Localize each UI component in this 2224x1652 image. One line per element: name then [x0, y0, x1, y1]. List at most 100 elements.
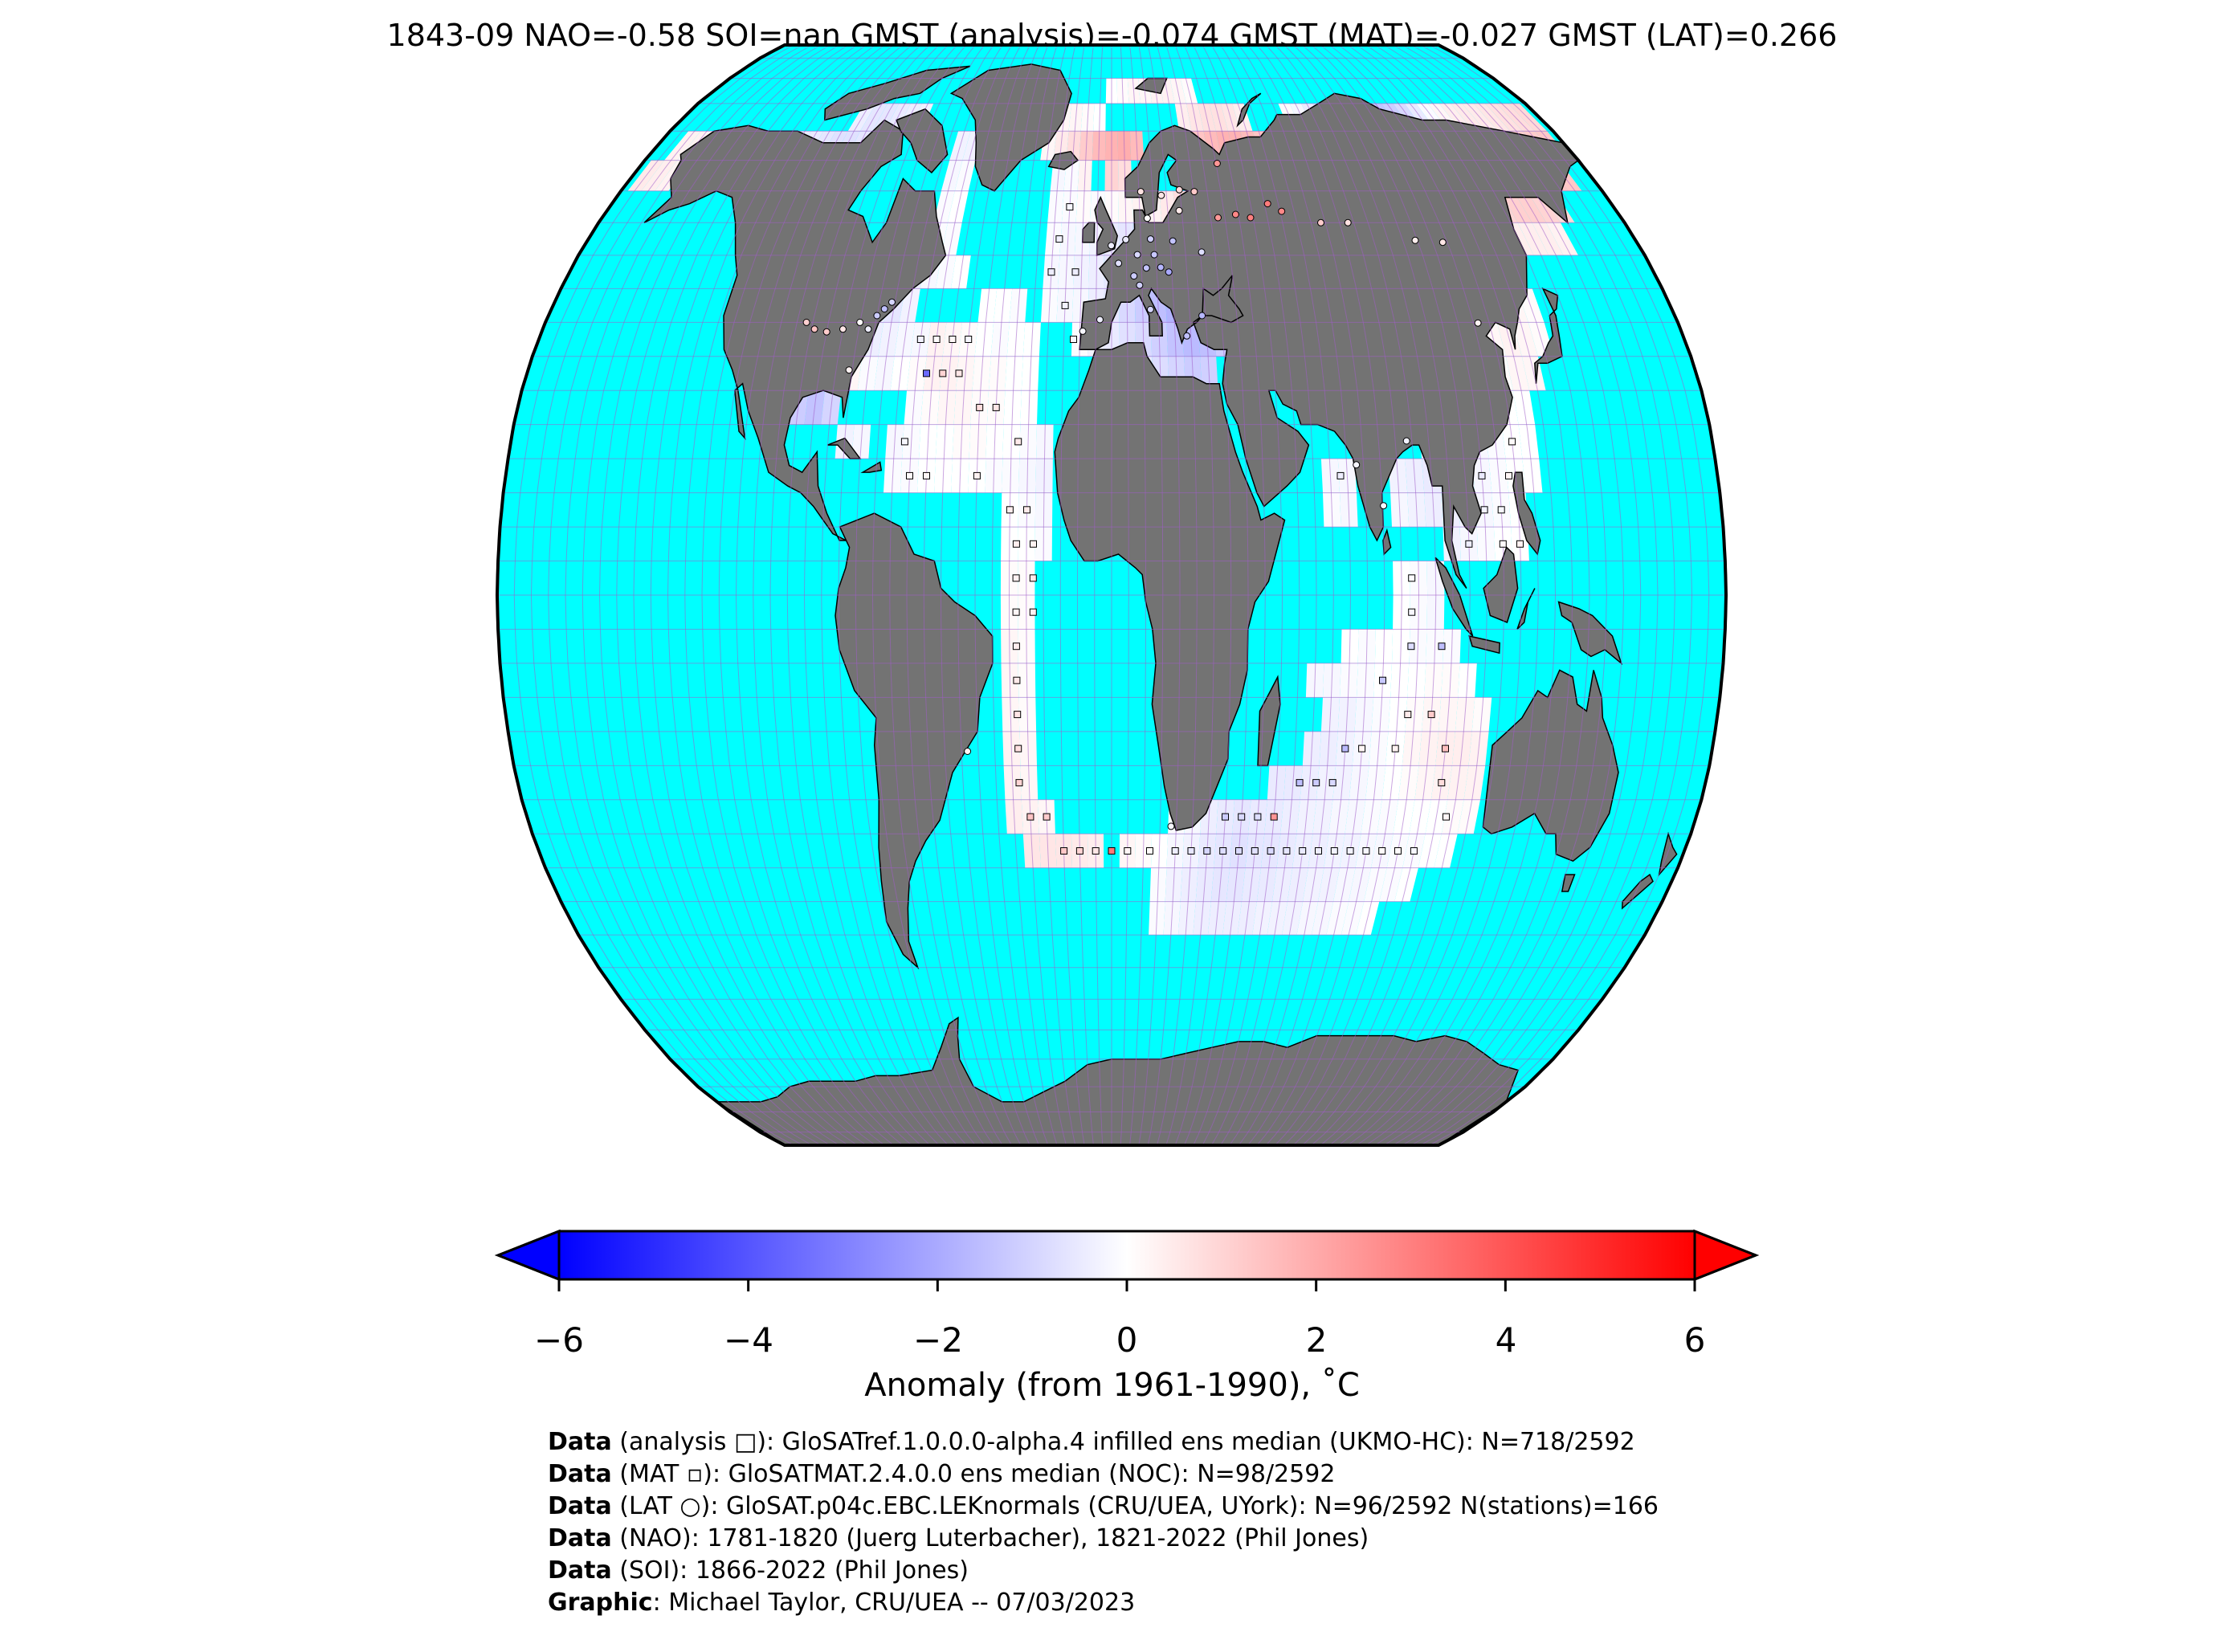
marine-obs-marker: [1012, 540, 1020, 548]
land-station-marker: [1247, 214, 1255, 222]
marine-obs-marker: [1427, 711, 1435, 719]
marine-obs-marker: [1270, 813, 1278, 821]
credit-text: : Michael Taylor, CRU/UEA -- 07/03/2023: [652, 1589, 1136, 1617]
marine-obs-marker: [1251, 847, 1259, 855]
land-station-marker: [810, 325, 818, 333]
marine-obs-marker: [939, 369, 947, 377]
land-station-marker: [1157, 191, 1165, 199]
land-station-marker: [856, 318, 864, 326]
colorbar: [494, 1229, 1760, 1291]
land-station-marker: [1150, 251, 1158, 259]
marine-obs-marker: [1146, 847, 1153, 855]
land-baffin: [896, 108, 949, 173]
marine-obs-marker: [1012, 574, 1020, 582]
land-station-marker: [1175, 206, 1183, 214]
land-station-marker: [1136, 188, 1145, 196]
marine-obs-marker: [1014, 744, 1022, 753]
marine-obs-marker: [1394, 847, 1402, 855]
marine-obs-marker: [1408, 574, 1416, 582]
marine-obs-marker: [1346, 847, 1354, 855]
credit-text: (analysis □): GloSATref.1.0.0.0-alpha.4 …: [611, 1428, 1635, 1456]
land-station-marker: [964, 748, 972, 755]
land-station-marker: [873, 312, 881, 320]
land-station-marker: [888, 298, 896, 306]
marine-obs-marker: [1438, 779, 1446, 787]
marine-obs-marker: [1341, 744, 1349, 753]
marine-obs-marker: [916, 336, 924, 343]
land-station-marker: [1096, 316, 1104, 324]
marine-obs-marker: [1014, 438, 1022, 446]
credit-line: Data (SOI): 1866-2022 (Phil Jones): [548, 1555, 1659, 1587]
land-station-marker: [1198, 248, 1206, 256]
marine-obs-marker: [1499, 540, 1507, 548]
land-south-america: [835, 512, 994, 970]
marine-obs-marker: [1108, 847, 1116, 855]
marine-obs-marker: [1442, 744, 1449, 753]
marine-obs-marker: [1238, 813, 1246, 821]
land-station-marker: [1438, 239, 1447, 247]
graticule-grid: [497, 45, 1726, 1145]
land-station-marker: [1231, 210, 1239, 218]
marine-obs-marker: [1015, 779, 1023, 787]
land-station-marker: [1263, 200, 1271, 208]
land-station-marker: [1108, 242, 1116, 250]
land-station-marker: [1380, 502, 1388, 510]
land-station-marker: [1411, 236, 1419, 244]
marine-obs-marker: [1235, 847, 1243, 855]
credit-line: Data (LAT ○): GloSAT.p04c.EBC.LEKnormals…: [548, 1491, 1659, 1523]
credit-text: (MAT ▫): GloSATMAT.2.4.0.0 ens median (N…: [611, 1460, 1336, 1488]
land-station-marker: [1167, 822, 1175, 830]
land-station-marker: [1122, 235, 1130, 243]
credit-bold: Data: [548, 1460, 612, 1488]
land-station-marker: [1147, 235, 1154, 243]
marine-obs-marker: [1055, 235, 1063, 243]
marine-obs-marker: [900, 438, 908, 446]
marine-obs-marker: [1299, 847, 1307, 855]
marine-obs-marker: [1267, 847, 1275, 855]
marine-obs-marker: [1254, 813, 1262, 821]
marine-obs-marker: [1012, 642, 1020, 651]
land-station-marker: [1079, 327, 1087, 335]
station-markers-layer: [802, 160, 1524, 855]
globe-outline: [495, 43, 1728, 1147]
land-station-marker: [1136, 281, 1144, 289]
land-station-marker: [1353, 461, 1361, 469]
marine-obs-marker: [1362, 847, 1370, 855]
marine-obs-marker: [923, 369, 930, 377]
land-station-marker: [1278, 207, 1286, 215]
land-station-marker: [1130, 272, 1138, 280]
land-station-marker: [1169, 237, 1177, 245]
marine-obs-marker: [1438, 642, 1446, 651]
land-station-marker: [1474, 319, 1482, 327]
credit-text: (SOI): 1866-2022 (Phil Jones): [611, 1556, 969, 1585]
marine-obs-marker: [1336, 471, 1345, 479]
marine-obs-marker: [1026, 813, 1034, 821]
marine-obs-marker: [973, 471, 981, 479]
land-station-marker: [1146, 305, 1154, 313]
land-station-marker: [1214, 214, 1222, 222]
marine-obs-marker: [1061, 301, 1069, 309]
marine-obs-marker: [1497, 506, 1505, 514]
land-tasmania: [1561, 874, 1576, 892]
land-station-marker: [802, 318, 810, 326]
marine-obs-marker: [906, 471, 913, 479]
land-station-marker: [1198, 312, 1206, 320]
land-station-marker: [1165, 268, 1173, 276]
marine-obs-marker: [1505, 471, 1512, 479]
marine-obs-marker: [1328, 779, 1336, 787]
marine-obs-marker: [1408, 608, 1416, 616]
marine-obs-marker: [1404, 711, 1412, 719]
credit-text: (NAO): 1781-1820 (Juerg Luterbacher), 18…: [611, 1524, 1369, 1552]
land-station-marker: [864, 325, 872, 333]
marine-obs-marker: [1219, 847, 1227, 855]
land-station-marker: [1133, 251, 1141, 259]
marine-obs-marker: [992, 403, 1000, 411]
credit-line: Data (MAT ▫): GloSATMAT.2.4.0.0 ens medi…: [548, 1458, 1659, 1491]
marine-obs-marker: [1060, 847, 1068, 855]
marine-obs-marker: [1203, 847, 1211, 855]
marine-obs-marker: [932, 336, 941, 343]
land-station-marker: [1344, 218, 1352, 226]
marine-obs-marker: [1013, 676, 1021, 684]
land-station-marker: [1115, 259, 1123, 267]
marine-obs-marker: [1296, 779, 1304, 787]
